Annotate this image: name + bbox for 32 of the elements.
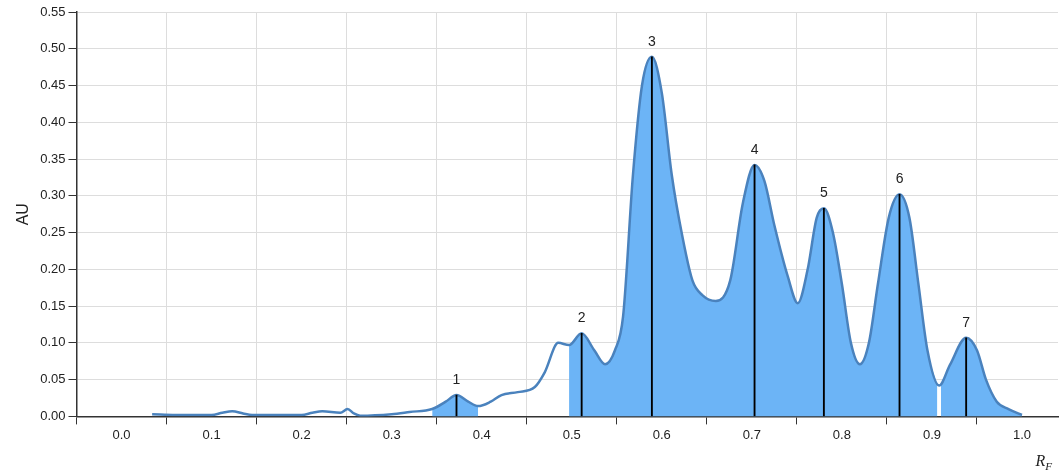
x-tick-label: 0.1 <box>202 426 221 442</box>
y-tick-label: 0.25 <box>40 224 66 240</box>
y-axis-title: AU <box>14 203 32 226</box>
x-tick-label: 0.2 <box>292 426 311 442</box>
annotation: 1 <box>452 370 461 387</box>
annotation: 2 <box>577 309 586 326</box>
x-tick-label: 0.7 <box>742 426 761 442</box>
x-tick-label: 0.6 <box>652 426 671 442</box>
annotation: 7 <box>962 313 971 330</box>
annotation: 3 <box>648 32 656 49</box>
y-tick-label: 0.10 <box>40 334 66 350</box>
x-tick-label: 0.8 <box>832 426 851 442</box>
annotation: 5 <box>819 184 828 201</box>
line-series <box>150 55 1024 417</box>
y-tick-label: 0.40 <box>40 113 66 129</box>
y-tick-label: 0.20 <box>40 260 66 276</box>
x-tick-label: 0.5 <box>562 426 581 442</box>
x-tick-label: 0.3 <box>382 426 401 442</box>
y-tick-label: 0.30 <box>40 187 66 203</box>
y-tick-label: 0.45 <box>40 77 66 93</box>
annotation: 4 <box>750 140 759 157</box>
x-tick-label: 1.0 <box>1012 426 1032 442</box>
y-tick-label: 0.00 <box>40 407 66 423</box>
y-tick-label: 0.05 <box>40 371 66 387</box>
y-tick-label: 0.15 <box>40 297 66 313</box>
x-tick-label: 0.9 <box>922 426 941 442</box>
x-tick-label: 0.4 <box>472 426 491 442</box>
y-tick-label: 0.55 <box>40 3 66 19</box>
y-tick-label: 0.50 <box>40 40 66 56</box>
x-tick-label: 0.0 <box>112 426 131 442</box>
y-tick-label: 0.35 <box>40 150 66 166</box>
annotation: 6 <box>895 170 904 187</box>
